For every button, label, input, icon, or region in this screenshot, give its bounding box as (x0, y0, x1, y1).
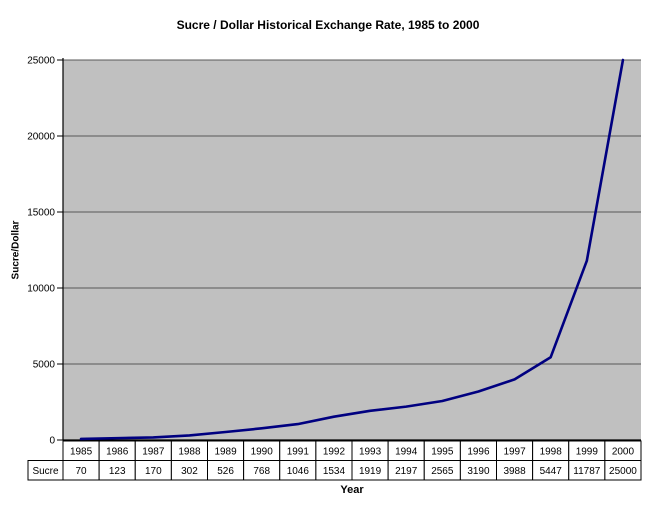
table-value-label: 1919 (359, 466, 382, 477)
table-year-label: 1996 (467, 446, 490, 457)
table-year-label: 1986 (106, 446, 129, 457)
y-tick-label: 15000 (27, 208, 55, 219)
table-year-label: 1990 (251, 446, 274, 457)
table-value-label: 2565 (431, 466, 454, 477)
table-value-label: 5447 (540, 466, 563, 477)
table-value-label: 170 (145, 466, 162, 477)
table-year-label: 1994 (395, 446, 418, 457)
table-year-label: 1998 (540, 446, 563, 457)
table-year-label: 1992 (323, 446, 346, 457)
y-tick-label: 25000 (27, 56, 55, 67)
table-value-label: 70 (76, 466, 88, 477)
table-year-label: 1995 (431, 446, 454, 457)
table-value-label: 768 (253, 466, 270, 477)
table-value-label: 3190 (467, 466, 490, 477)
table-value-label: 302 (181, 466, 198, 477)
table-year-label: 1989 (214, 446, 237, 457)
y-tick-label: 5000 (33, 360, 56, 371)
table-year-label: 1988 (178, 446, 201, 457)
table-year-label: 1999 (576, 446, 599, 457)
table-year-label: 1987 (142, 446, 165, 457)
table-value-label: 25000 (609, 466, 637, 477)
y-tick-label: 0 (49, 436, 55, 447)
table-year-label: 1985 (70, 446, 93, 457)
table-value-label: 123 (109, 466, 126, 477)
table-value-label: 1046 (287, 466, 310, 477)
table-value-label: 2197 (395, 466, 418, 477)
y-tick-label: 20000 (27, 132, 55, 143)
x-axis-title: Year (340, 484, 364, 496)
series-line-sucre (79, 58, 625, 441)
table-year-label: 1997 (503, 446, 526, 457)
table-value-label: 526 (217, 466, 234, 477)
table-year-label: 1991 (287, 446, 310, 457)
y-tick-label: 10000 (27, 284, 55, 295)
table-value-label: 3988 (503, 466, 526, 477)
table-value-cell (604, 460, 642, 481)
table-year-label: 1993 (359, 446, 382, 457)
table-series-name: Sucre (32, 466, 59, 477)
table-year-label: 2000 (612, 446, 635, 457)
chart-title: Sucre / Dollar Historical Exchange Rate,… (176, 18, 480, 32)
table-value-label: 1534 (323, 466, 346, 477)
plot-background (63, 60, 641, 440)
table-value-label: 11787 (573, 466, 601, 477)
